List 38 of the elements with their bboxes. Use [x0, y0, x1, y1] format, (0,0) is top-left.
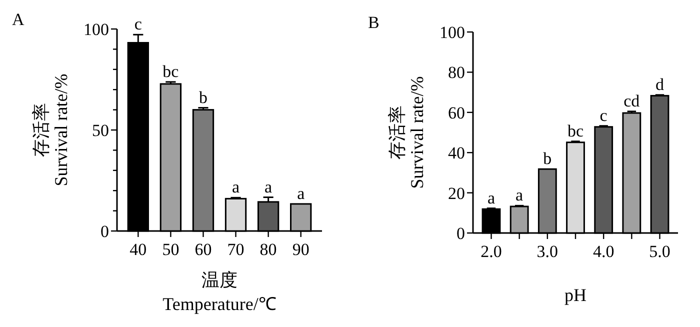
y-axis-title: 存活率 Survival rate/% [31, 74, 71, 186]
data-label: a [487, 188, 496, 208]
data-label: b [198, 88, 208, 107]
x-tick-label: 5.0 [649, 242, 670, 261]
y-tick-label: 50 [92, 121, 109, 140]
data-label: d [655, 74, 664, 94]
y-axis-title: 存活率 Survival rate/% [387, 76, 427, 189]
y-tick-label: 40 [448, 144, 465, 163]
y-tick-label: 60 [448, 103, 465, 122]
data-label: c [600, 106, 608, 125]
x-tick-label: 60 [194, 240, 212, 259]
data-label: a [516, 186, 524, 205]
y-tick-label: 20 [448, 184, 465, 203]
data-label: bc [567, 121, 584, 140]
data-label: a [297, 184, 306, 203]
data-label: b [543, 149, 552, 168]
x-tick-label: 40 [130, 240, 147, 259]
x-tick-label: 50 [162, 240, 180, 259]
chart-title: A [12, 10, 25, 29]
x-tick-label: 80 [260, 240, 277, 259]
x-tick-label: 70 [227, 240, 244, 259]
x-tick-label: 2.0 [480, 242, 502, 261]
x-tick-label: 4.0 [592, 242, 614, 261]
x-axis-title: 温度 Temperature/℃ [162, 270, 276, 314]
data-label: bc [162, 62, 180, 81]
data-label: a [264, 177, 273, 196]
data-label: a [232, 178, 240, 197]
data-label: c [134, 14, 142, 34]
x-axis-title: pH [564, 285, 586, 305]
y-tick-label: 100 [440, 23, 465, 42]
chart-title: B [368, 13, 380, 32]
y-tick-label: 0 [100, 222, 109, 241]
y-tick-label: 80 [448, 63, 465, 82]
data-label: cd [624, 91, 640, 110]
y-tick-label: 0 [456, 224, 465, 243]
x-tick-label: 90 [292, 240, 310, 259]
x-tick-label: 3.0 [536, 242, 558, 261]
y-tick-label: 100 [84, 20, 109, 39]
